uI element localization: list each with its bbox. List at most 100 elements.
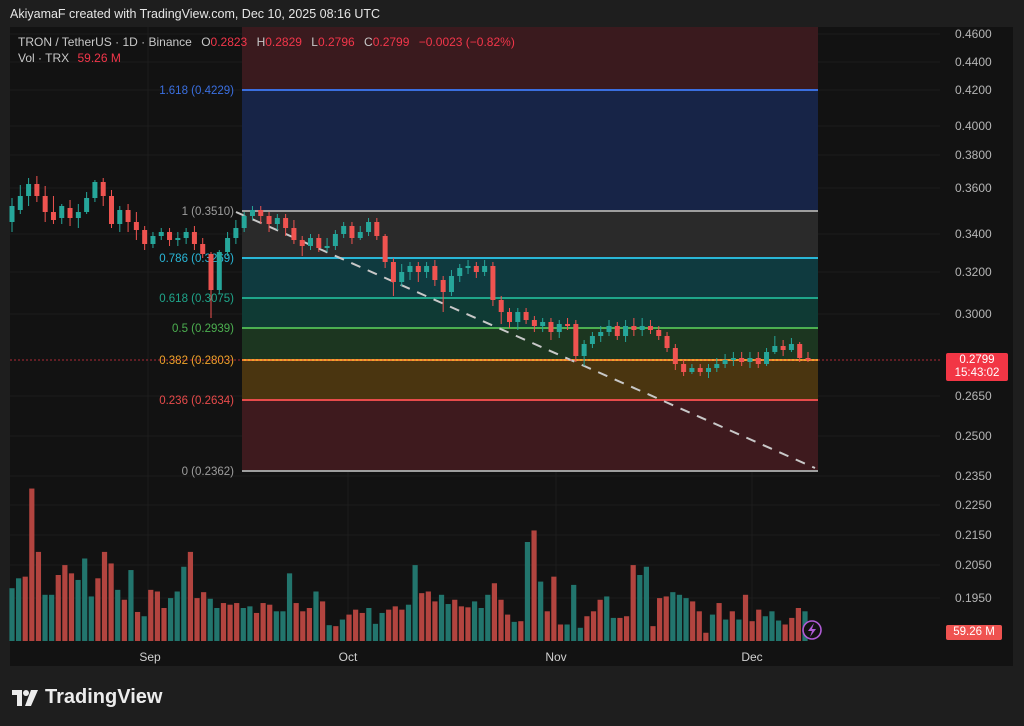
volume-bar xyxy=(234,603,240,641)
volume-bar xyxy=(214,608,220,641)
candle-body xyxy=(26,184,32,196)
volume-bar xyxy=(491,583,498,641)
volume-bar xyxy=(524,542,531,641)
legend-row-ohlc: TRON / TetherUS · 1D · Binance O0.2823 H… xyxy=(18,34,515,50)
volume-bar xyxy=(789,617,795,641)
price-tick: 0.4400 xyxy=(955,55,992,69)
candle-body xyxy=(523,312,529,320)
volume-bar xyxy=(637,575,643,641)
volume-bar xyxy=(194,598,200,641)
volume-bar xyxy=(571,584,577,641)
candle-body xyxy=(747,358,753,362)
volume-bar xyxy=(584,616,590,641)
volume-bar xyxy=(154,591,160,641)
tradingview-logo[interactable]: TradingView xyxy=(12,686,162,709)
candle-body xyxy=(730,358,736,360)
volume-bar xyxy=(538,581,544,641)
volume-bar xyxy=(319,601,326,641)
volume-bar xyxy=(604,596,610,641)
candle-body xyxy=(216,252,222,290)
volume-tag: 59.26 M xyxy=(946,625,1002,640)
volume-bar xyxy=(478,608,484,641)
volume-bar xyxy=(412,565,418,641)
candle-body xyxy=(780,346,786,350)
candle-body xyxy=(614,326,620,336)
fib-label-0: 0 (0.2362) xyxy=(182,466,235,478)
candle-body xyxy=(548,322,554,332)
volume-bar xyxy=(339,619,346,641)
candle-body xyxy=(125,210,131,222)
candle-body xyxy=(283,218,289,228)
volume-bar xyxy=(22,576,28,641)
candle-body xyxy=(415,266,421,272)
volume-bar xyxy=(716,603,722,641)
volume-bar xyxy=(101,551,108,641)
candle-body xyxy=(440,280,446,292)
candle-body xyxy=(117,210,123,224)
volume-bar xyxy=(148,589,154,641)
candle-body xyxy=(67,208,73,218)
low-label: L xyxy=(311,35,318,49)
candle-body xyxy=(448,276,454,292)
volume-bar xyxy=(366,608,372,641)
price-tick: 0.1950 xyxy=(955,591,992,605)
open-value: 0.2823 xyxy=(210,35,248,49)
candle-body xyxy=(349,226,355,238)
candle-body xyxy=(291,228,297,240)
volume-bar xyxy=(313,591,319,641)
volume-label[interactable]: Vol · TRX xyxy=(18,51,70,65)
volume-bar xyxy=(346,614,352,641)
candle-body xyxy=(556,324,562,332)
candle-body xyxy=(167,232,173,240)
price-tick: 0.2250 xyxy=(955,498,992,512)
candle-body xyxy=(75,212,81,218)
candle-body xyxy=(308,238,313,246)
volume-bar xyxy=(326,625,332,641)
volume-bar xyxy=(161,608,167,641)
candle-body xyxy=(175,238,181,240)
fib-zone xyxy=(242,360,818,400)
candle-body xyxy=(482,266,488,272)
price-tick: 0.3200 xyxy=(955,265,992,279)
candle-body xyxy=(507,312,512,322)
time-tick: Oct xyxy=(339,650,358,664)
candle-body xyxy=(739,358,745,362)
candle-body xyxy=(623,326,629,336)
candle-body xyxy=(200,244,206,254)
high-value: 0.2829 xyxy=(265,35,302,49)
volume-bar xyxy=(68,573,75,641)
high-label: H xyxy=(256,35,266,49)
candle-body xyxy=(531,320,537,326)
time-tick: Sep xyxy=(139,650,161,664)
fib-label-0-786: 0.786 (0.3269) xyxy=(159,253,234,265)
candle-body xyxy=(374,222,380,236)
fib-zone xyxy=(242,27,818,90)
close-value: 0.2799 xyxy=(372,35,410,49)
volume-bar xyxy=(267,604,273,641)
brand-name: TradingView xyxy=(45,686,163,708)
fib-label-0-618: 0.618 (0.3075) xyxy=(159,293,234,305)
volume-bar xyxy=(353,609,359,641)
candle-body xyxy=(274,218,280,224)
volume-bar xyxy=(551,576,557,641)
volume-bar xyxy=(293,603,299,641)
volume-bar xyxy=(703,632,709,641)
volume-bar xyxy=(42,594,48,641)
volume-value: 59.26 M xyxy=(77,51,121,65)
fib-label-0-5: 0.5 (0.2939) xyxy=(172,323,234,335)
volume-bar xyxy=(306,608,312,641)
volume-bar xyxy=(207,598,213,641)
volume-bar xyxy=(610,617,616,641)
candle-body xyxy=(357,232,363,238)
candle-body xyxy=(316,238,322,248)
volume-bar xyxy=(359,612,365,641)
symbol-name[interactable]: TRON / TetherUS · 1D · Binance xyxy=(18,35,192,49)
time-tick: Nov xyxy=(545,650,566,664)
volume-bar xyxy=(201,592,207,641)
volume-bar xyxy=(657,598,663,641)
price-tick: 0.2650 xyxy=(955,389,992,403)
candle-body xyxy=(473,266,479,272)
volume-bar xyxy=(623,616,630,641)
close-label: C xyxy=(364,35,373,49)
